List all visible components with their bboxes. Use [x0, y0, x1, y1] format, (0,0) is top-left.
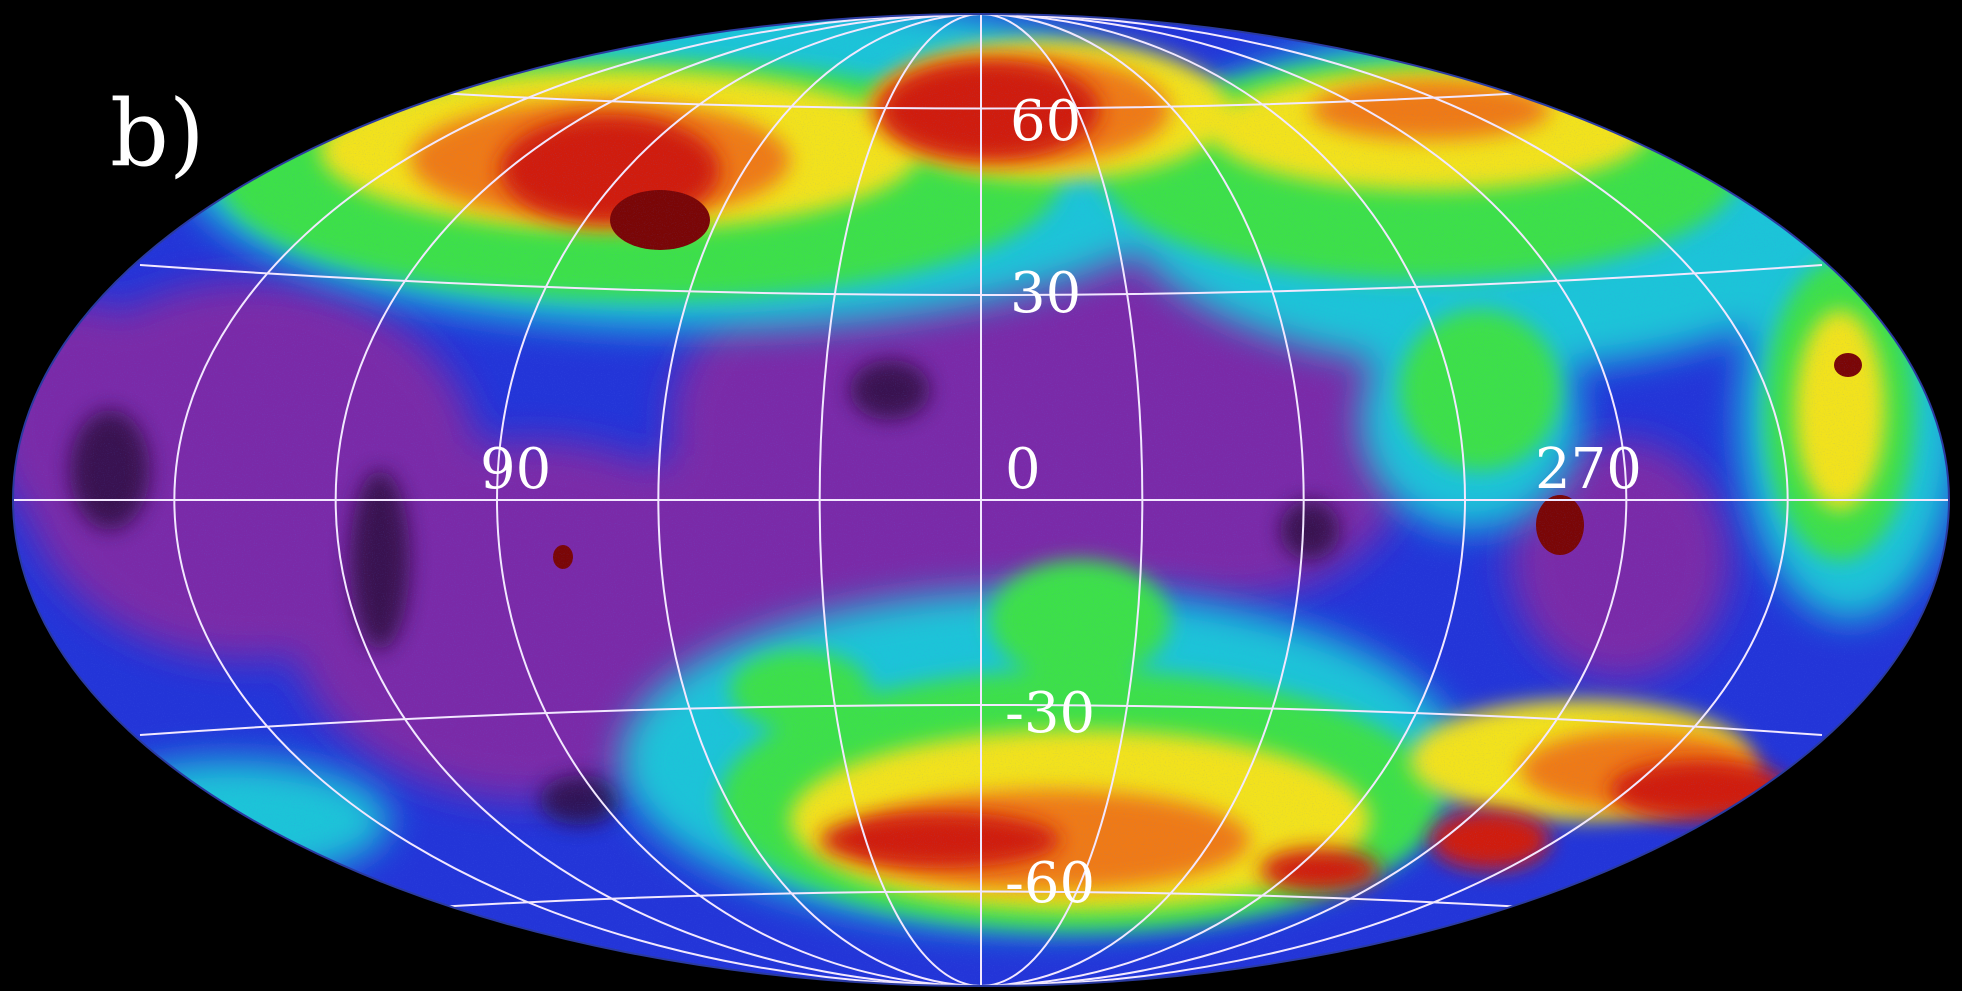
meridian-line	[334, 14, 1628, 986]
meridian-line	[657, 14, 1305, 986]
longitude-label-90: 90	[480, 437, 551, 502]
sky-boundary	[12, 13, 1950, 987]
panel-label: b)	[110, 80, 205, 187]
longitude-label-270: 270	[1535, 437, 1642, 502]
latitude-label-30: 30	[1010, 261, 1081, 326]
coordinate-labels: 60 30 0 -30 -60 90 270	[480, 89, 1642, 916]
latitude-label-60: 60	[1010, 89, 1081, 154]
meridian-line	[496, 14, 1466, 986]
latitude-label-minus-30: -30	[1005, 681, 1095, 746]
latitude-label-minus-60: -60	[1005, 851, 1095, 916]
meridian-line	[818, 14, 1144, 986]
meridian-lines	[173, 14, 1789, 986]
latitude-label-0: 0	[1005, 437, 1041, 502]
meridian-line	[173, 14, 1789, 986]
